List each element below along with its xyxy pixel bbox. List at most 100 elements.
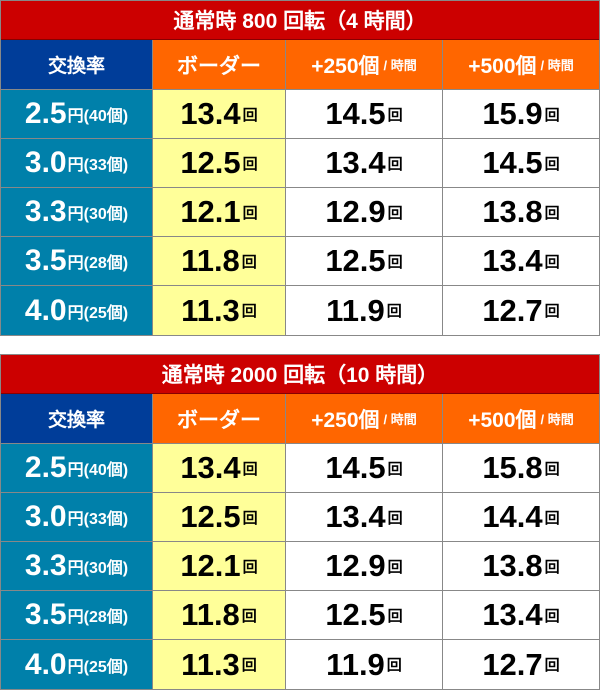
table-title: 通常時 800 回転（4 時間） bbox=[1, 1, 599, 40]
unit-label: 回 bbox=[242, 204, 258, 222]
balls-label: (25個) bbox=[83, 658, 129, 676]
plus500-cell: 15.9 回 bbox=[443, 90, 599, 138]
unit-label: 回 bbox=[544, 460, 560, 478]
rate-value: 3.5 bbox=[24, 244, 67, 277]
rate-value: 3.0 bbox=[24, 146, 67, 179]
header-plus250: +250個 / 時間 bbox=[286, 40, 443, 89]
header-plus250-label: +250個 bbox=[311, 54, 380, 78]
plus500-cell-value: 13.8 bbox=[482, 194, 543, 229]
yen-label: 円 bbox=[67, 560, 84, 577]
yen-label: 円 bbox=[67, 658, 84, 676]
plus500-cell: 13.8 回 bbox=[443, 188, 599, 236]
unit-label: 回 bbox=[241, 253, 257, 271]
border-cell: 13.4 回 bbox=[153, 90, 286, 138]
plus500-cell-value: 12.7 bbox=[482, 292, 543, 328]
unit-label: 回 bbox=[242, 106, 258, 124]
table-row: 4.0 円(25個) 11.3 回 11.9 回 12.7 回 bbox=[1, 286, 599, 335]
unit-label: 回 bbox=[387, 460, 403, 478]
plus250-cell: 14.5 回 bbox=[286, 90, 443, 138]
rate-value: 3.3 bbox=[24, 195, 67, 228]
rate-value: 3.0 bbox=[24, 500, 67, 533]
unit-label: 回 bbox=[242, 155, 258, 173]
plus250-cell: 12.9 回 bbox=[286, 188, 443, 236]
plus250-cell: 13.4 回 bbox=[286, 139, 443, 187]
unit-label: 回 bbox=[387, 204, 403, 222]
per-hour-label: / 時間 bbox=[383, 412, 417, 427]
plus500-cell-value: 14.4 bbox=[482, 499, 543, 534]
plus250-cell-value: 12.5 bbox=[325, 243, 386, 278]
unit-label: 回 bbox=[544, 657, 560, 674]
unit-label: 回 bbox=[544, 558, 560, 576]
header-rate: 交換率 bbox=[1, 40, 153, 89]
border-table-800: 通常時 800 回転（4 時間） 交換率 ボーダー +250個 / 時間 +500… bbox=[0, 0, 600, 336]
plus250-cell: 12.9 回 bbox=[286, 542, 443, 590]
table-title: 通常時 2000 回転（10 時間） bbox=[1, 355, 599, 394]
yen-label: 円 bbox=[67, 157, 84, 174]
rate-cell: 3.3 円(30個) bbox=[1, 542, 153, 590]
border-cell: 11.3 回 bbox=[153, 286, 286, 335]
balls-label: (33個) bbox=[83, 157, 129, 174]
rate-cell: 3.0 円(33個) bbox=[1, 139, 153, 187]
per-hour-label: / 時間 bbox=[540, 58, 574, 73]
header-row: 交換率 ボーダー +250個 / 時間 +500個 / 時間 bbox=[1, 394, 599, 444]
rate-value: 4.0 bbox=[24, 647, 67, 681]
yen-label: 円 bbox=[67, 462, 84, 479]
plus500-cell-value: 13.4 bbox=[482, 243, 543, 278]
plus500-cell: 13.8 回 bbox=[443, 542, 599, 590]
unit-label: 回 bbox=[544, 106, 560, 124]
rate-cell: 4.0 円(25個) bbox=[1, 286, 153, 335]
plus250-cell-value: 12.9 bbox=[325, 194, 386, 229]
plus250-cell-value: 13.4 bbox=[325, 145, 386, 180]
unit-label: 回 bbox=[544, 303, 560, 320]
border-cell-value: 11.3 bbox=[181, 646, 240, 682]
plus500-cell: 13.4 回 bbox=[443, 591, 599, 639]
plus500-cell-value: 13.8 bbox=[482, 548, 543, 583]
rate-cell: 2.5 円(40個) bbox=[1, 444, 153, 492]
unit-label: 回 bbox=[387, 607, 403, 625]
unit-label: 回 bbox=[544, 204, 560, 222]
balls-label: (30個) bbox=[83, 206, 129, 223]
balls-label: (30個) bbox=[83, 560, 129, 577]
header-row: 交換率 ボーダー +250個 / 時間 +500個 / 時間 bbox=[1, 40, 599, 90]
rate-cell: 2.5 円(40個) bbox=[1, 90, 153, 138]
header-plus500-label: +500個 bbox=[468, 408, 537, 432]
border-cell: 11.8 回 bbox=[153, 591, 286, 639]
plus500-cell-value: 15.9 bbox=[482, 96, 543, 131]
unit-label: 回 bbox=[387, 558, 403, 576]
border-cell-value: 12.1 bbox=[180, 194, 241, 229]
balls-label: (25個) bbox=[83, 304, 129, 322]
yen-label: 円 bbox=[67, 511, 84, 528]
border-cell-value: 13.4 bbox=[180, 96, 241, 131]
yen-label: 円 bbox=[67, 255, 84, 272]
table-row: 3.3 円(30個) 12.1 回 12.9 回 13.8 回 bbox=[1, 542, 599, 591]
yen-label: 円 bbox=[67, 609, 84, 626]
header-plus250: +250個 / 時間 bbox=[286, 394, 443, 443]
rate-cell: 3.5 円(28個) bbox=[1, 237, 153, 285]
plus250-cell: 14.5 回 bbox=[286, 444, 443, 492]
unit-label: 回 bbox=[544, 607, 560, 625]
unit-label: 回 bbox=[544, 509, 560, 527]
rate-value: 2.5 bbox=[24, 451, 67, 484]
unit-label: 回 bbox=[386, 657, 402, 674]
header-rate: 交換率 bbox=[1, 394, 153, 443]
border-cell-value: 13.4 bbox=[180, 450, 241, 485]
plus500-cell: 14.4 回 bbox=[443, 493, 599, 541]
plus250-cell-value: 12.5 bbox=[325, 597, 386, 632]
unit-label: 回 bbox=[544, 253, 560, 271]
header-plus500-label: +500個 bbox=[468, 54, 537, 78]
border-cell-value: 11.8 bbox=[181, 243, 240, 278]
plus250-cell-value: 12.9 bbox=[325, 548, 386, 583]
header-border: ボーダー bbox=[153, 394, 286, 443]
border-cell-value: 11.8 bbox=[181, 597, 240, 632]
plus250-cell: 11.9 回 bbox=[286, 640, 443, 689]
yen-label: 円 bbox=[67, 304, 84, 322]
plus500-cell-value: 14.5 bbox=[482, 145, 543, 180]
rate-value: 3.3 bbox=[24, 549, 67, 582]
table-row: 3.0 円(33個) 12.5 回 13.4 回 14.4 回 bbox=[1, 493, 599, 542]
border-cell: 12.5 回 bbox=[153, 139, 286, 187]
per-hour-label: / 時間 bbox=[540, 412, 574, 427]
unit-label: 回 bbox=[241, 657, 257, 674]
table-row: 3.5 円(28個) 11.8 回 12.5 回 13.4 回 bbox=[1, 237, 599, 286]
plus250-cell-value: 13.4 bbox=[325, 499, 386, 534]
plus500-cell: 13.4 回 bbox=[443, 237, 599, 285]
